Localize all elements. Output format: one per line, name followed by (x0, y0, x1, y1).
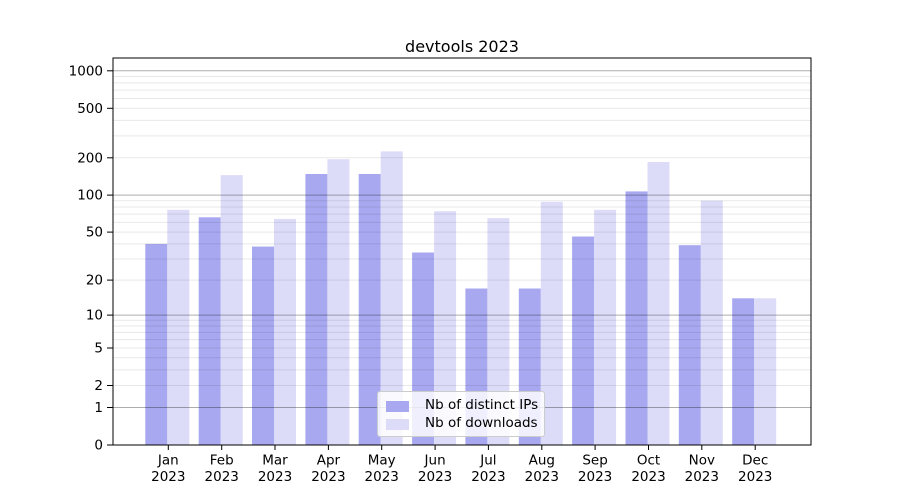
x-tick-label-year-Jul: 2023 (471, 469, 505, 485)
x-tick-label-year-Nov: 2023 (685, 469, 719, 485)
x-tick-label-year-Sep: 2023 (578, 469, 612, 485)
legend-swatch-downloads (386, 418, 409, 430)
bar-downloads-Jul (487, 218, 510, 445)
bar-downloads-Oct (647, 162, 670, 445)
chart-title: devtools 2023 (405, 37, 519, 56)
legend-box: Nb of distinct IPs Nb of downloads (377, 391, 545, 437)
bar-distinct-ips-Dec (732, 298, 755, 445)
x-tick-label-May: May (368, 453, 396, 469)
y-tick-label-0: 0 (94, 438, 103, 454)
legend-item-downloads: Nb of downloads (386, 415, 544, 433)
y-tick-label-50: 50 (86, 225, 103, 241)
bar-downloads-Sep (594, 209, 617, 445)
x-tick-label-year-Jan: 2023 (151, 469, 185, 485)
y-tick-label-200: 200 (77, 150, 103, 166)
x-tick-label-Sep: Sep (582, 453, 607, 469)
x-tick-label-Oct: Oct (637, 453, 660, 469)
legend-swatch-distinct-ips (386, 400, 409, 412)
x-tick-label-year-Jun: 2023 (418, 469, 452, 485)
y-tick-label-1: 1 (94, 400, 103, 416)
x-tick-label-Mar: Mar (262, 453, 288, 469)
x-tick-label-Jul: Jul (479, 453, 496, 469)
x-tick-label-year-Mar: 2023 (258, 469, 292, 485)
bar-distinct-ips-Mar (252, 246, 274, 445)
x-tick-label-Aug: Aug (529, 453, 555, 469)
bar-downloads-Dec (754, 298, 777, 445)
legend-label-downloads: Nb of downloads (425, 415, 538, 432)
legend-label-distinct-ips: Nb of distinct IPs (425, 397, 539, 414)
bar-downloads-Mar (274, 218, 296, 445)
x-tick-label-year-Dec: 2023 (738, 469, 772, 485)
bar-downloads-Apr (327, 159, 350, 445)
bar-distinct-ips-Feb (198, 217, 221, 445)
x-tick-label-year-Oct: 2023 (631, 469, 665, 485)
x-tick-label-year-Aug: 2023 (525, 469, 559, 485)
x-tick-label-Apr: Apr (317, 453, 341, 469)
bar-distinct-ips-Jan (145, 243, 168, 445)
plot-border (112, 57, 812, 446)
x-tick-label-Nov: Nov (689, 453, 715, 469)
y-tick-label-500: 500 (77, 101, 103, 117)
bar-downloads-Feb (220, 175, 243, 445)
x-tick-label-year-Apr: 2023 (311, 469, 345, 485)
y-tick-label-20: 20 (86, 273, 103, 289)
x-tick-label-Dec: Dec (742, 453, 768, 469)
x-tick-label-year-May: 2023 (365, 469, 399, 485)
bar-distinct-ips-Oct (625, 191, 648, 445)
y-tick-label-1000: 1000 (69, 63, 103, 79)
bar-downloads-Jun (434, 211, 457, 445)
y-tick-label-2: 2 (94, 378, 103, 394)
x-tick-label-Feb: Feb (210, 453, 234, 469)
bar-distinct-ips-Nov (678, 245, 701, 445)
y-tick-label-100: 100 (77, 188, 103, 204)
x-tick-label-Jan: Jan (157, 453, 179, 469)
bar-downloads-Aug (540, 201, 563, 445)
x-tick-label-Jun: Jun (424, 453, 446, 469)
legend-item-distinct-ips: Nb of distinct IPs (386, 397, 544, 415)
bar-distinct-ips-Sep (572, 236, 595, 445)
bar-distinct-ips-May (358, 174, 381, 445)
y-tick-label-5: 5 (94, 341, 103, 357)
bar-downloads-Jan (167, 209, 190, 445)
bar-distinct-ips-Apr (305, 174, 328, 445)
y-tick-label-10: 10 (86, 308, 103, 324)
x-tick-label-year-Feb: 2023 (205, 469, 239, 485)
bar-downloads-Nov (700, 200, 723, 445)
bar-downloads-May (380, 151, 403, 445)
